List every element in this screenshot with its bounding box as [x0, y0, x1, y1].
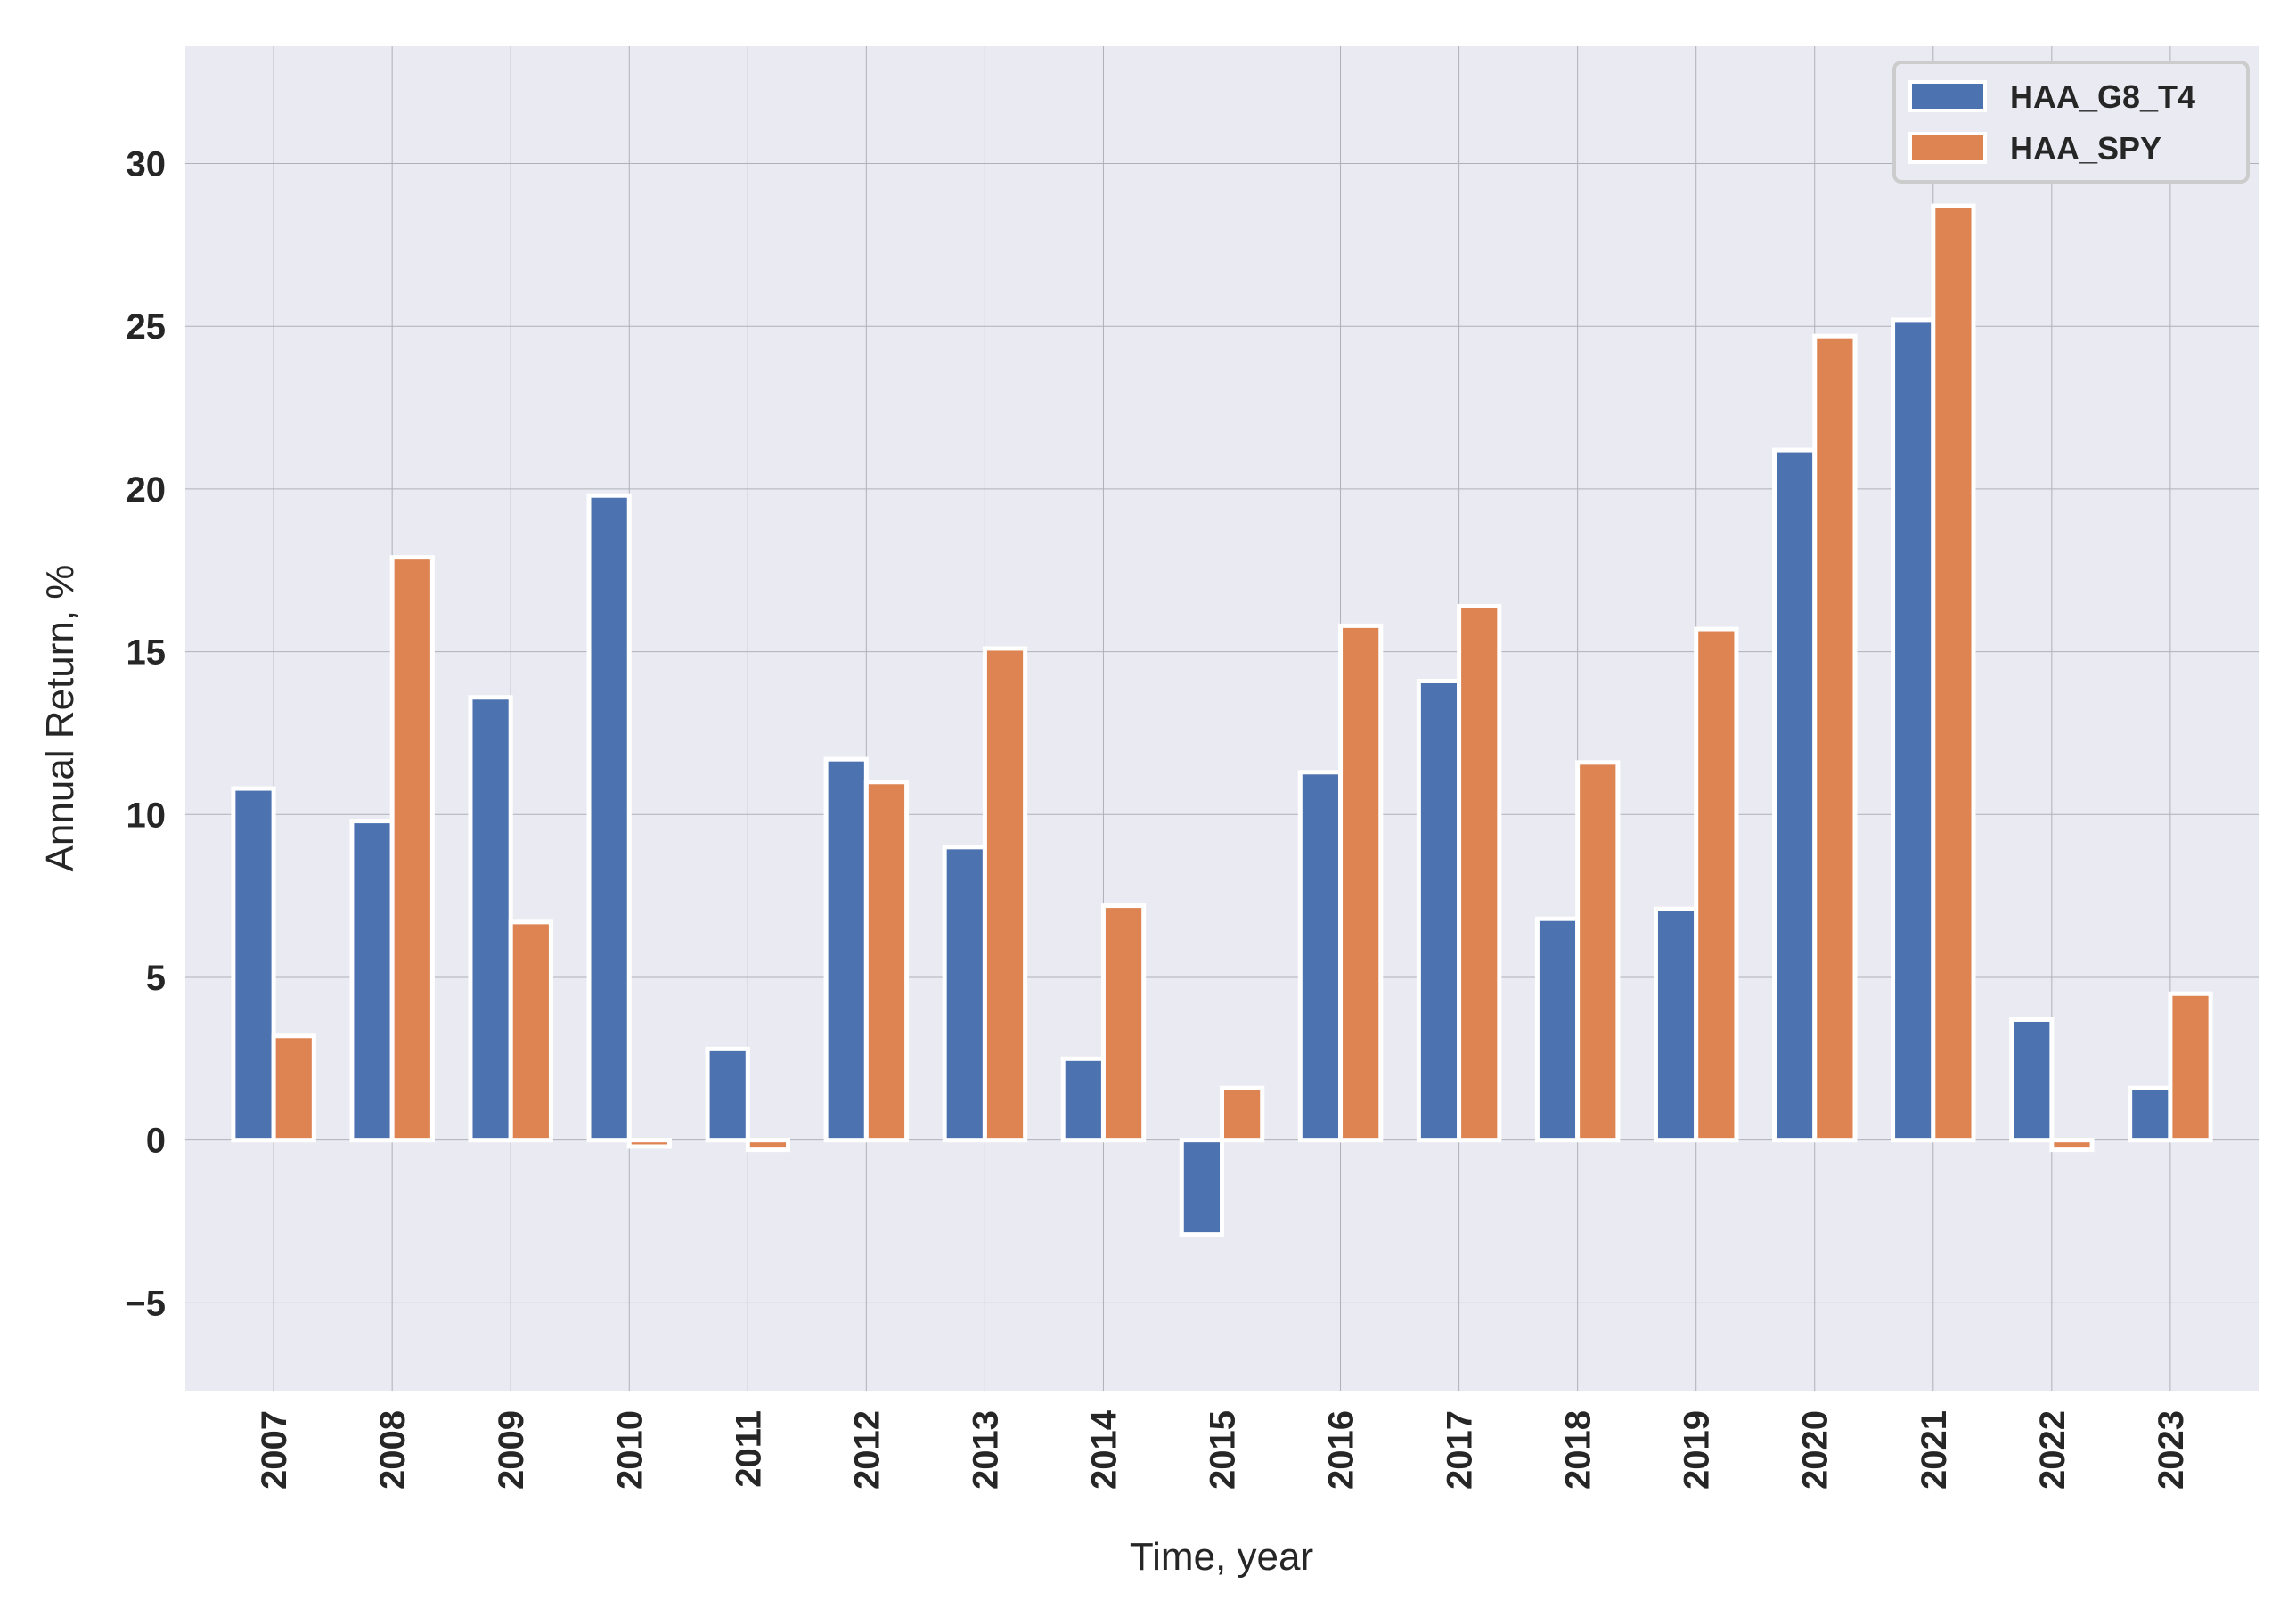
x-tick-label: 2013: [966, 1410, 1005, 1490]
bar-haa-g8-t4-2016: [1297, 770, 1344, 1143]
x-tick-label: 2021: [1915, 1410, 1954, 1490]
legend-label-haa-g8-t4: HAA_G8_T4: [2010, 78, 2195, 115]
bar-haa-spy-2016: [1338, 623, 1384, 1143]
bar-haa-spy-2017: [1457, 603, 1502, 1143]
bar-haa-spy-2007: [271, 1033, 316, 1143]
bar-haa-spy-2013: [982, 646, 1028, 1143]
x-tick-label: 2020: [1796, 1410, 1835, 1490]
bar-haa-g8-t4-2014: [1060, 1056, 1106, 1143]
x-axis-label: Time, year: [1130, 1535, 1313, 1579]
bars: [231, 203, 2213, 1237]
bar-haa-g8-t4-2008: [349, 819, 395, 1143]
y-axis-label: Annual Return, %: [38, 565, 82, 872]
bar-haa-g8-t4-2023: [2128, 1085, 2173, 1143]
legend-swatch-haa-spy: [1908, 132, 1987, 164]
x-tick-label: 2007: [255, 1410, 294, 1490]
x-tick-label: 2018: [1559, 1410, 1598, 1490]
bar-haa-spy-2023: [2168, 991, 2213, 1143]
x-tick-label: 2017: [1441, 1410, 1480, 1490]
x-tick-label: 2016: [1322, 1410, 1361, 1490]
bar-haa-g8-t4-2019: [1653, 906, 1699, 1143]
bar-haa-g8-t4-2010: [586, 493, 632, 1143]
bar-haa-spy-2022: [2049, 1138, 2095, 1153]
bar-haa-g8-t4-2011: [705, 1046, 750, 1143]
bar-haa-spy-2008: [389, 555, 435, 1143]
y-tick-label: 30: [127, 145, 167, 184]
bar-haa-g8-t4-2020: [1772, 447, 1818, 1143]
bar-haa-g8-t4-2013: [942, 845, 987, 1143]
x-tick-label: 2011: [729, 1410, 768, 1488]
legend-swatch-haa-g8-t4: [1908, 80, 1987, 112]
x-tick-label: 2012: [847, 1410, 887, 1490]
x-tick-labels: 2007 2008 2009 2010 2011 2012 2013 2014 2015 2016…: [255, 1409, 2191, 1490]
bar-haa-g8-t4-2015: [1179, 1138, 1224, 1237]
bar-haa-spy-2018: [1575, 760, 1621, 1143]
y-tick-labels: −5 0 5 10 15 20 25 30: [125, 145, 166, 1324]
y-tick-label: 5: [146, 959, 166, 998]
x-tick-label: 2019: [1678, 1410, 1717, 1490]
y-tick-label: 0: [146, 1122, 166, 1161]
bar-haa-spy-2021: [1931, 203, 1976, 1143]
bar-haa-g8-t4-2017: [1416, 678, 1462, 1143]
bar-haa-spy-2015: [1220, 1085, 1265, 1143]
legend-label-haa-spy: HAA_SPY: [2010, 130, 2161, 167]
y-tick-label: 15: [127, 633, 167, 673]
bar-haa-spy-2009: [508, 919, 553, 1143]
bar-haa-spy-2020: [1812, 333, 1858, 1143]
y-tick-label: −5: [125, 1284, 166, 1323]
legend: HAA_G8_T4 HAA_SPY: [1892, 61, 2250, 184]
x-tick-label: 2010: [610, 1410, 650, 1490]
bar-haa-spy-2012: [863, 780, 910, 1143]
y-tick-label: 20: [127, 470, 167, 510]
bar-haa-g8-t4-2022: [2009, 1017, 2055, 1143]
bar-haa-g8-t4-2009: [468, 695, 513, 1143]
x-tick-label: 2008: [373, 1410, 413, 1490]
bar-haa-g8-t4-2021: [1891, 317, 1936, 1143]
y-tick-label: 10: [127, 796, 167, 835]
x-tick-label: 2015: [1204, 1410, 1243, 1490]
bar-haa-g8-t4-2007: [231, 786, 276, 1143]
bar-haa-spy-2019: [1694, 626, 1739, 1143]
bar-haa-spy-2014: [1100, 903, 1147, 1143]
bar-haa-g8-t4-2018: [1534, 916, 1581, 1143]
bar-haa-spy-2010: [626, 1138, 672, 1149]
x-tick-label: 2022: [2033, 1410, 2072, 1490]
bar-haa-g8-t4-2012: [823, 756, 869, 1143]
y-tick-label: 25: [127, 307, 167, 347]
x-tick-label: 2023: [2152, 1410, 2191, 1490]
bar-haa-spy-2011: [745, 1138, 791, 1153]
x-tick-label: 2009: [492, 1410, 531, 1490]
x-tick-label: 2014: [1084, 1409, 1123, 1490]
